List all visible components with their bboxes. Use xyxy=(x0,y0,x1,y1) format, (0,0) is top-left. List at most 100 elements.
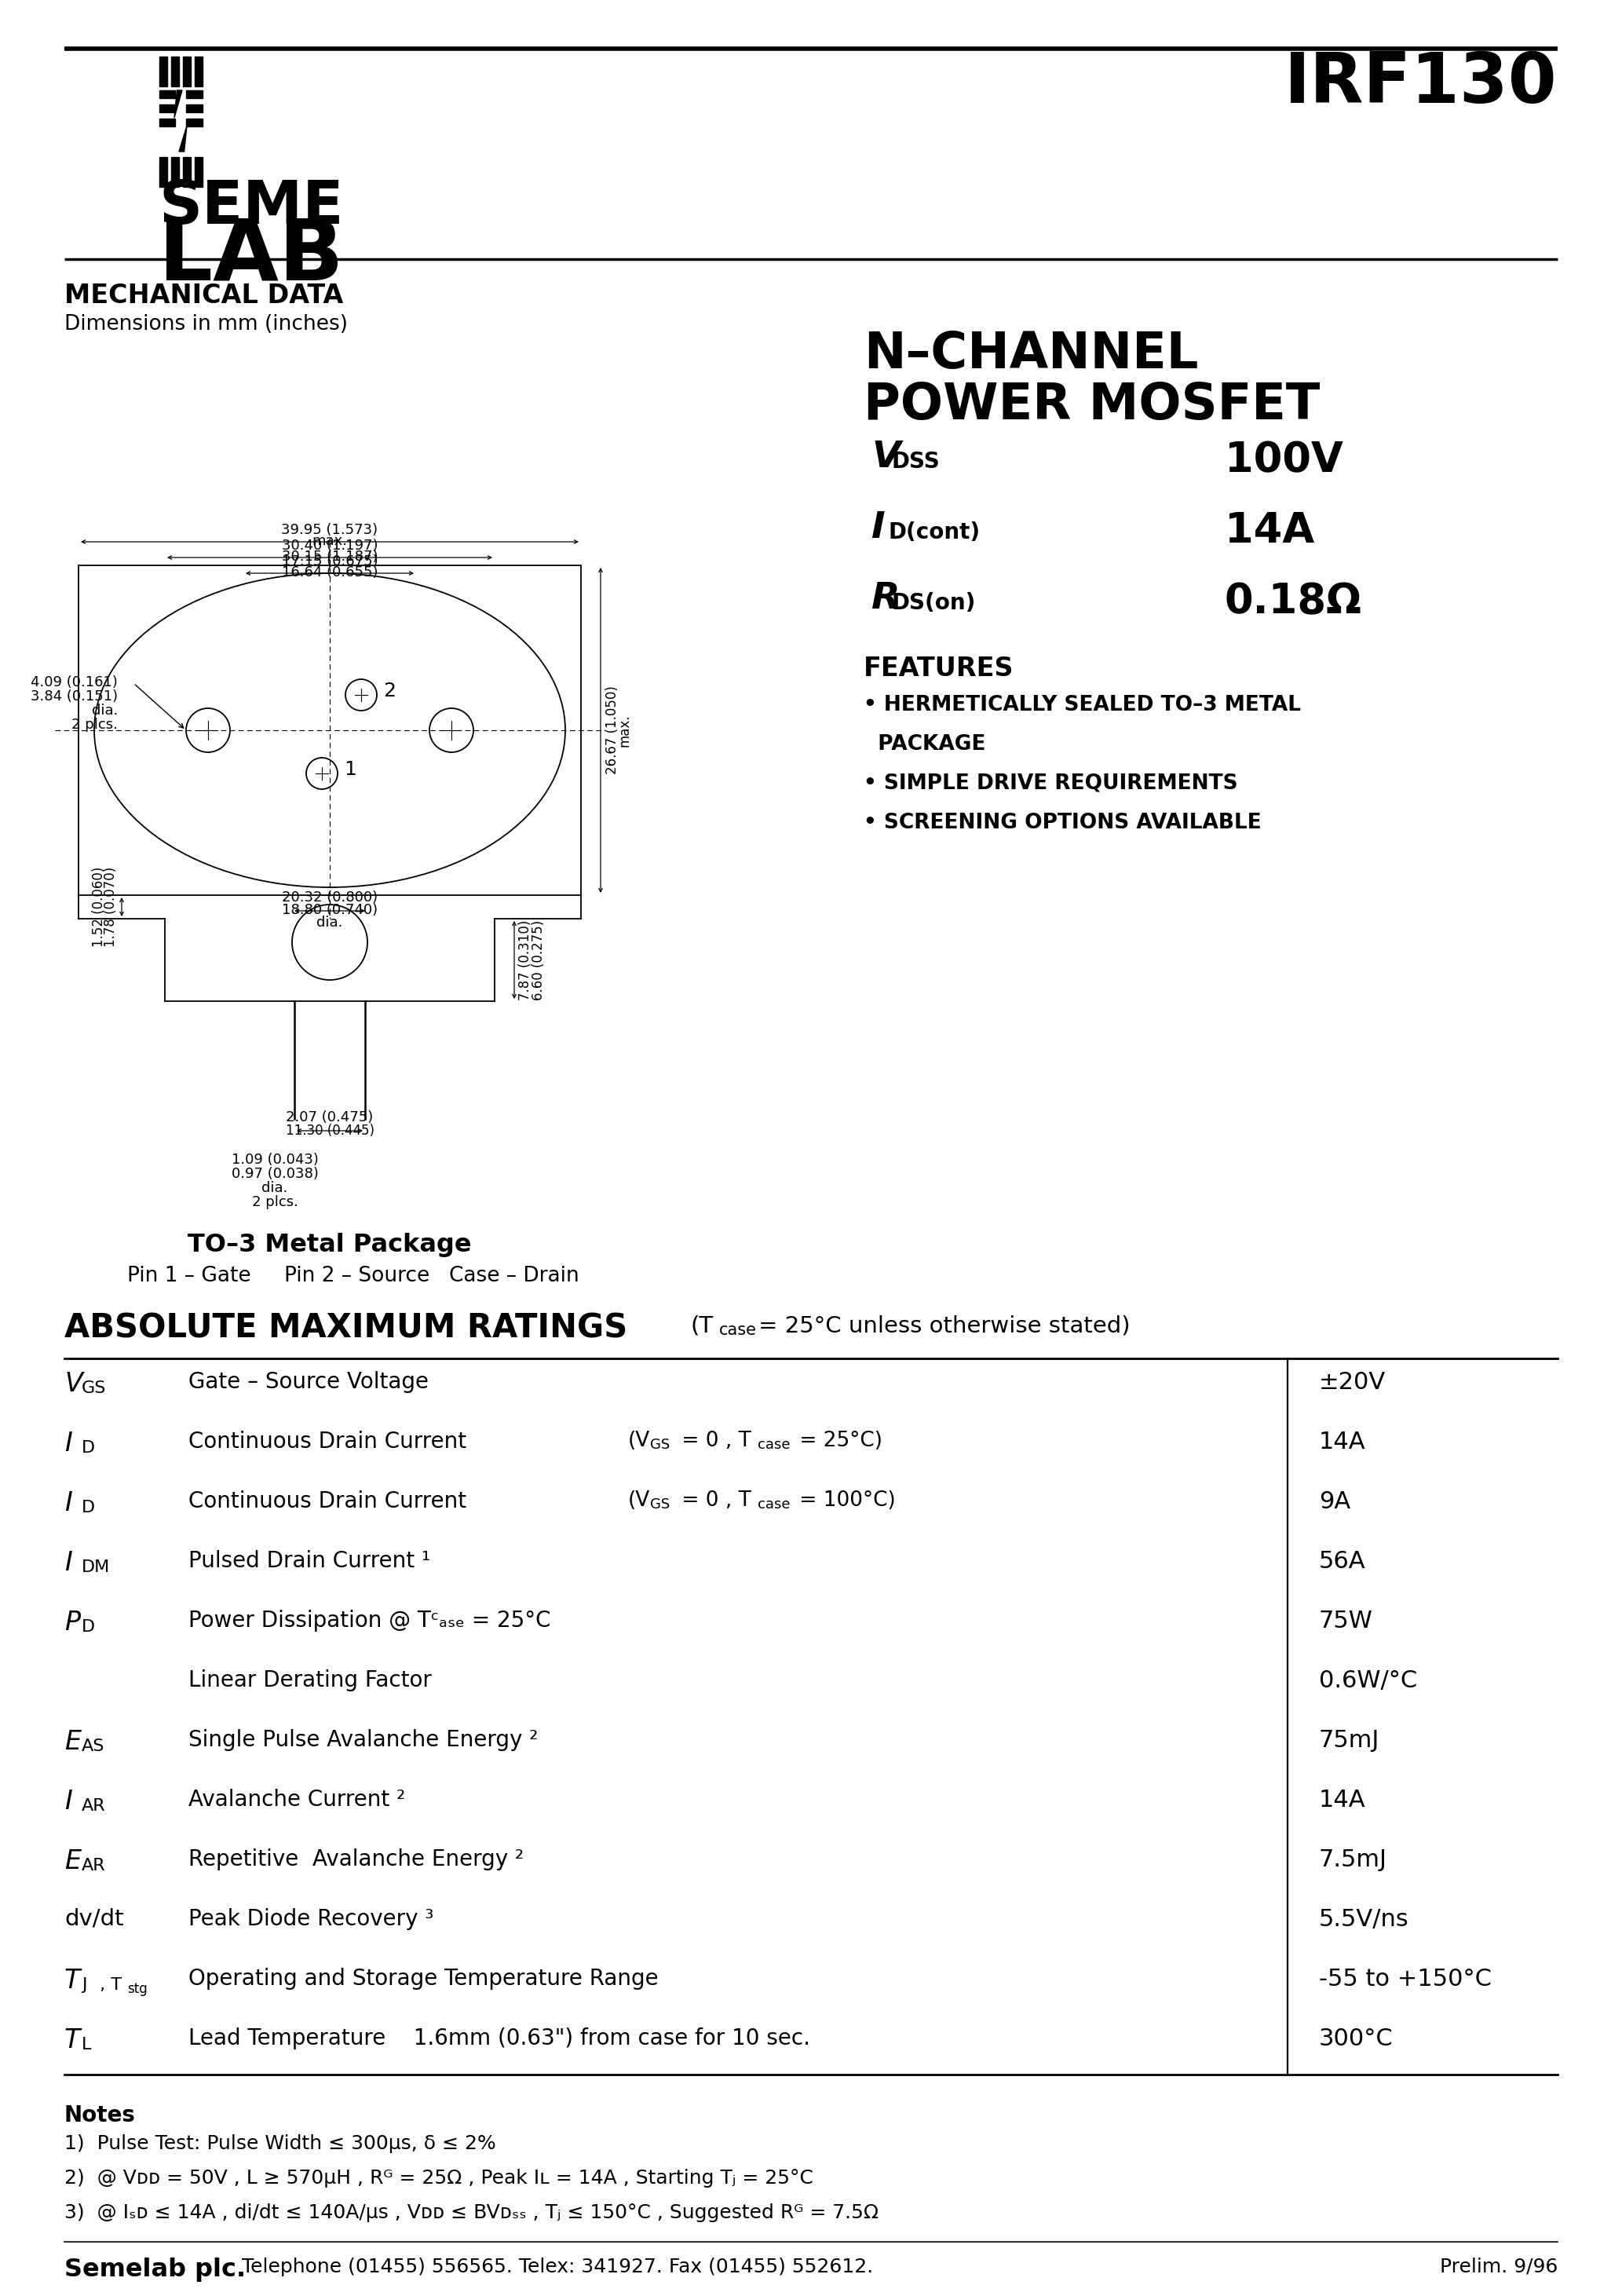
Text: -55 to +150°C: -55 to +150°C xyxy=(1319,1968,1492,1991)
Text: Single Pulse Avalanche Energy ²: Single Pulse Avalanche Energy ² xyxy=(188,1729,539,1752)
Text: = 25°C): = 25°C) xyxy=(793,1430,882,1451)
Text: POWER MOSFET: POWER MOSFET xyxy=(863,381,1320,429)
Text: 14A: 14A xyxy=(1225,510,1314,551)
Text: stg: stg xyxy=(127,1981,148,1995)
Text: 1.09 (0.043): 1.09 (0.043) xyxy=(232,1153,318,1166)
Text: 9A: 9A xyxy=(1319,1490,1351,1513)
Text: T: T xyxy=(65,1968,81,1993)
Text: Linear Derating Factor: Linear Derating Factor xyxy=(188,1669,431,1692)
Text: • SIMPLE DRIVE REQUIREMENTS: • SIMPLE DRIVE REQUIREMENTS xyxy=(863,774,1238,794)
Text: 20.32 (0.800): 20.32 (0.800) xyxy=(282,891,378,905)
Text: case: case xyxy=(719,1322,757,1339)
Text: Pin 1 – Gate: Pin 1 – Gate xyxy=(127,1265,251,1286)
Bar xyxy=(187,119,203,126)
Text: = 25°C unless otherwise stated): = 25°C unless otherwise stated) xyxy=(759,1316,1131,1336)
Text: case: case xyxy=(757,1437,790,1451)
Text: L: L xyxy=(81,2037,91,2053)
Bar xyxy=(195,57,203,87)
Text: 75W: 75W xyxy=(1319,1609,1374,1632)
Text: 2: 2 xyxy=(383,682,396,700)
Text: • SCREENING OPTIONS AVAILABLE: • SCREENING OPTIONS AVAILABLE xyxy=(863,813,1262,833)
Text: I: I xyxy=(65,1550,71,1575)
Text: 5.5V/ns: 5.5V/ns xyxy=(1319,1908,1410,1931)
Text: 1.52 (0.060): 1.52 (0.060) xyxy=(92,868,105,948)
Text: Pulsed Drain Current ¹: Pulsed Drain Current ¹ xyxy=(188,1550,430,1573)
Text: DM: DM xyxy=(81,1559,110,1575)
Text: I: I xyxy=(871,510,886,546)
Text: D(cont): D(cont) xyxy=(889,521,981,544)
Text: V: V xyxy=(65,1371,83,1396)
Text: Pin 2 – Source: Pin 2 – Source xyxy=(284,1265,430,1286)
Text: Prelim. 9/96: Prelim. 9/96 xyxy=(1440,2257,1557,2275)
Text: V: V xyxy=(871,441,900,475)
Text: 1: 1 xyxy=(344,760,357,778)
Text: (V: (V xyxy=(628,1430,650,1451)
Text: PACKAGE: PACKAGE xyxy=(863,735,986,755)
Text: dia.: dia. xyxy=(91,703,118,719)
Text: 1)  Pulse Test: Pulse Width ≤ 300μs, δ ≤ 2%: 1) Pulse Test: Pulse Width ≤ 300μs, δ ≤ … xyxy=(65,2135,496,2154)
Text: I: I xyxy=(65,1430,71,1456)
Text: 3)  @ Iₛᴅ ≤ 14A , di/dt ≤ 140A/μs , Vᴅᴅ ≤ BVᴅₛₛ , Tⱼ ≤ 150°C , Suggested Rᴳ = 7.: 3) @ Iₛᴅ ≤ 14A , di/dt ≤ 140A/μs , Vᴅᴅ ≤… xyxy=(65,2204,879,2223)
Text: Avalanche Current ²: Avalanche Current ² xyxy=(188,1789,406,1812)
Bar xyxy=(159,90,175,99)
Text: D: D xyxy=(81,1499,96,1515)
Text: dia.: dia. xyxy=(261,1180,287,1196)
Text: = 0 , T: = 0 , T xyxy=(675,1490,751,1511)
Text: Power Dissipation @ Tᶜₐₛₑ = 25°C: Power Dissipation @ Tᶜₐₛₑ = 25°C xyxy=(188,1609,551,1632)
Text: 18.80 (0.740): 18.80 (0.740) xyxy=(282,902,378,916)
Text: case: case xyxy=(757,1497,790,1511)
Text: R: R xyxy=(871,581,900,615)
Bar xyxy=(170,57,178,87)
Text: IRF130: IRF130 xyxy=(1285,51,1557,117)
Text: FEATURES: FEATURES xyxy=(863,657,1014,682)
Text: 7.5mJ: 7.5mJ xyxy=(1319,1848,1387,1871)
Text: (T: (T xyxy=(691,1316,714,1336)
Text: 16.64 (0.655): 16.64 (0.655) xyxy=(282,565,378,579)
Text: 0.6W/°C: 0.6W/°C xyxy=(1319,1669,1418,1692)
Text: AS: AS xyxy=(81,1738,105,1754)
Text: Semelab plc.: Semelab plc. xyxy=(65,2257,247,2282)
Text: SEME: SEME xyxy=(159,179,344,236)
Text: MECHANICAL DATA: MECHANICAL DATA xyxy=(65,282,344,308)
Text: 14A: 14A xyxy=(1319,1430,1366,1453)
Text: Lead Temperature    1.6mm (0.63") from case for 10 sec.: Lead Temperature 1.6mm (0.63") from case… xyxy=(188,2027,811,2050)
Text: DS(on): DS(on) xyxy=(892,592,976,613)
Bar xyxy=(183,57,190,87)
Bar xyxy=(187,103,203,113)
Bar xyxy=(159,57,167,87)
Polygon shape xyxy=(178,126,187,152)
Text: 30.15 (1.187): 30.15 (1.187) xyxy=(282,549,378,565)
Text: 1.78 (0.070): 1.78 (0.070) xyxy=(104,868,118,946)
Text: max.: max. xyxy=(311,535,347,549)
Text: Gate – Source Voltage: Gate – Source Voltage xyxy=(188,1371,428,1394)
Bar xyxy=(170,156,178,186)
Text: GS: GS xyxy=(650,1497,670,1511)
Text: 2.07 (0.475): 2.07 (0.475) xyxy=(285,1111,373,1125)
Text: 75mJ: 75mJ xyxy=(1319,1729,1380,1752)
Text: max.: max. xyxy=(618,714,633,746)
Text: 26.67 (1.050): 26.67 (1.050) xyxy=(605,687,620,774)
Text: 17.15 (0.675): 17.15 (0.675) xyxy=(282,553,378,569)
Text: Case – Drain: Case – Drain xyxy=(449,1265,579,1286)
Text: E: E xyxy=(65,1848,81,1874)
Text: GS: GS xyxy=(81,1380,107,1396)
Text: DSS: DSS xyxy=(892,450,941,473)
Text: I: I xyxy=(65,1789,71,1814)
Text: LAB: LAB xyxy=(159,216,344,298)
Text: 2 plcs.: 2 plcs. xyxy=(251,1196,298,1210)
Text: ±20V: ±20V xyxy=(1319,1371,1385,1394)
Text: • HERMETICALLY SEALED TO–3 METAL: • HERMETICALLY SEALED TO–3 METAL xyxy=(863,696,1301,716)
Text: 11.30 (0.445): 11.30 (0.445) xyxy=(285,1123,375,1139)
Text: 2 plcs.: 2 plcs. xyxy=(71,719,118,732)
Text: 300°C: 300°C xyxy=(1319,2027,1393,2050)
Text: Dimensions in mm (inches): Dimensions in mm (inches) xyxy=(65,315,347,335)
Text: 0.18Ω: 0.18Ω xyxy=(1225,581,1362,622)
Text: AR: AR xyxy=(81,1857,105,1874)
Text: J: J xyxy=(81,1977,86,1993)
Text: = 100°C): = 100°C) xyxy=(793,1490,895,1511)
Text: 4.09 (0.161): 4.09 (0.161) xyxy=(31,675,118,689)
Text: 39.95 (1.573): 39.95 (1.573) xyxy=(281,523,378,537)
Text: Peak Diode Recovery ³: Peak Diode Recovery ³ xyxy=(188,1908,433,1931)
Text: Notes: Notes xyxy=(65,2105,136,2126)
Bar xyxy=(183,156,190,186)
